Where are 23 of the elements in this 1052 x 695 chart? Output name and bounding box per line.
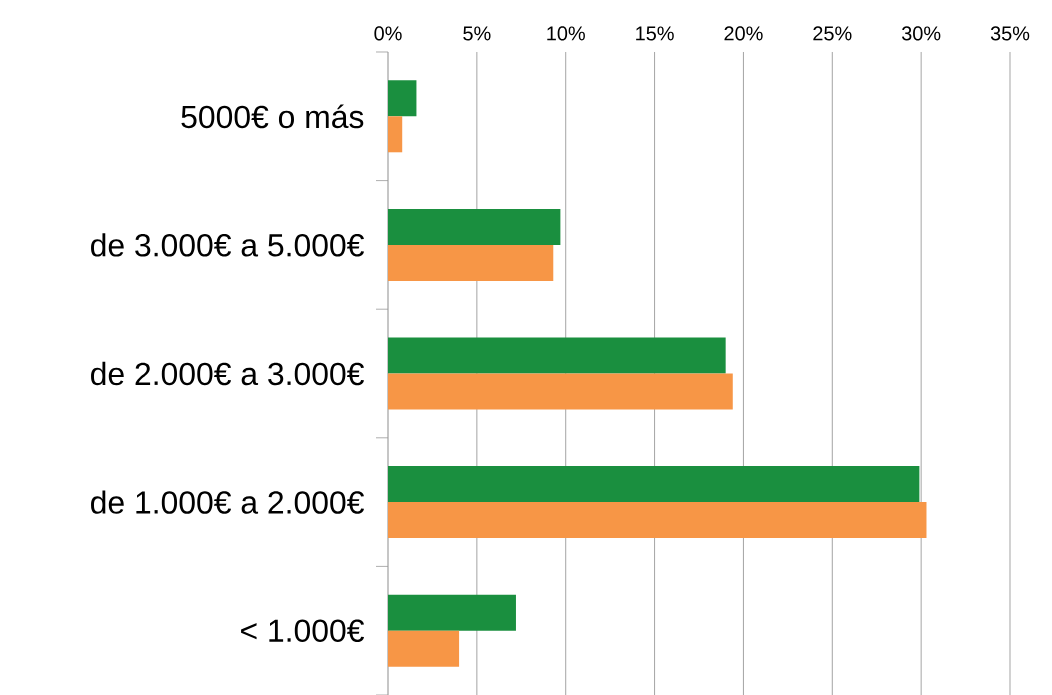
bar: [388, 337, 726, 374]
bar: [388, 502, 927, 539]
x-tick-label: 20%: [724, 26, 763, 41]
y-tick-label: 5000€ o más: [181, 104, 364, 129]
x-tick-label: 0%: [374, 26, 402, 41]
y-tick-label: de 3.000€ a 5.000€: [91, 233, 364, 257]
x-tick-label: 25%: [813, 26, 852, 41]
bar: [388, 80, 417, 117]
bar: [388, 630, 460, 667]
bar: [388, 244, 554, 281]
bar: [388, 466, 920, 503]
x-tick-label: 30%: [901, 26, 941, 41]
y-tick-label: de 2.000€ a 3.000€: [91, 361, 364, 386]
x-tick-label: 10%: [547, 26, 585, 41]
x-tick-label: 35%: [990, 26, 1030, 41]
bar: [388, 373, 733, 410]
bar: [388, 208, 561, 245]
bar: [388, 116, 403, 153]
x-tick-label: 5%: [463, 26, 491, 41]
bar: [388, 594, 516, 631]
y-tick-label: de 1.000€ a 2.000€: [91, 490, 364, 514]
y-tick-label: < 1.000€: [241, 619, 364, 642]
x-tick-label: 15%: [636, 26, 674, 41]
